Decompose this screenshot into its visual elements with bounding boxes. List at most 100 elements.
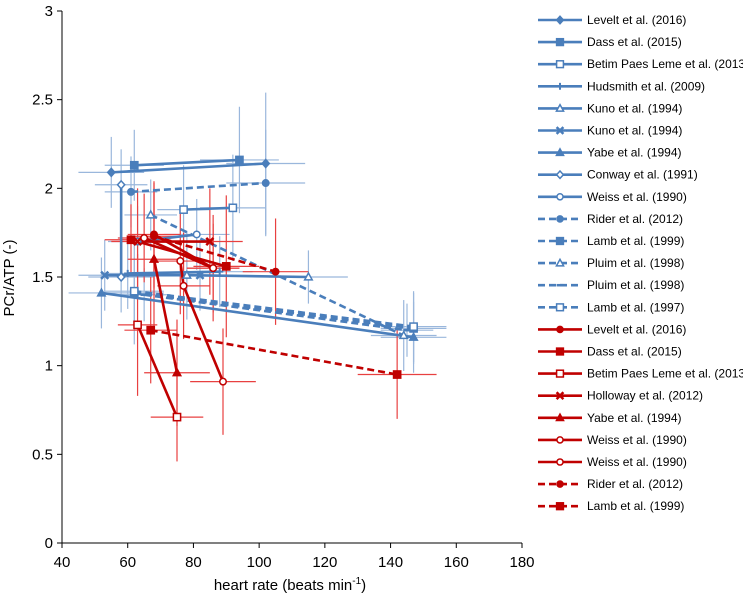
- x-tick-label: 180: [509, 554, 534, 571]
- data-point: [556, 215, 564, 223]
- series-line: [130, 181, 266, 194]
- legend-label: Holloway et al. (2012): [587, 389, 703, 403]
- legend-label: Pluim et al. (1998): [587, 256, 684, 270]
- data-point: [219, 377, 227, 386]
- data-point: [556, 458, 564, 466]
- data-point: [181, 269, 192, 279]
- data-point: [195, 270, 205, 280]
- legend-label: Lamb et al. (1999): [587, 499, 684, 513]
- data-point: [392, 370, 402, 379]
- data-point: [172, 412, 182, 422]
- data-point: [556, 480, 564, 488]
- series-line: [127, 270, 220, 275]
- legend-label: Yabe et al. (1994): [587, 411, 682, 425]
- series-markers: [96, 155, 419, 422]
- data-point: [116, 179, 126, 190]
- legend-label: Betim Paes Leme et al. (2013): [587, 367, 743, 381]
- y-tick-label: 0.5: [32, 446, 53, 463]
- series-line: [186, 273, 309, 279]
- data-point: [555, 347, 565, 356]
- data-point: [555, 391, 565, 400]
- series-line: [143, 293, 408, 332]
- series-line: [101, 291, 414, 339]
- data-point: [100, 270, 110, 280]
- data-point: [408, 331, 419, 341]
- data-point: [398, 330, 409, 340]
- y-tick-label: 0: [45, 535, 53, 552]
- data-point: [555, 369, 565, 378]
- tick-labels: 40 60 80 100 120 140 160 180 0 0.5 1 1.5 2 2.5 3: [32, 3, 534, 571]
- legend-label: Kuno et al. (1994): [587, 101, 682, 115]
- data-point: [555, 60, 565, 69]
- series-line: [152, 259, 179, 374]
- series-line: [134, 289, 414, 328]
- data-point: [555, 169, 565, 180]
- series-line: [136, 324, 179, 418]
- y-tick-label: 2: [45, 180, 53, 197]
- data-point: [555, 147, 565, 157]
- data-point: [192, 230, 201, 239]
- legend-label: Yabe et al. (1994): [587, 146, 682, 160]
- data-point: [555, 236, 565, 246]
- x-tick-label: 100: [247, 554, 272, 571]
- legend-label: Pluim et al. (1998): [587, 278, 684, 292]
- legend-label: Lamb et al. (1997): [587, 300, 684, 314]
- legend: Levelt et al. (2016) Dass et al. (2015) Be…: [538, 13, 743, 513]
- data-point: [129, 286, 139, 296]
- series-line: [143, 236, 214, 270]
- data-point: [261, 158, 271, 169]
- legend-label: Levelt et al. (2016): [587, 13, 686, 27]
- data-point: [150, 232, 158, 241]
- legend-label: Hudsmith et al. (2009): [587, 79, 705, 93]
- data-point: [133, 320, 142, 330]
- data-point: [556, 192, 564, 201]
- data-point: [221, 262, 231, 271]
- data-point: [96, 287, 107, 297]
- data-point: [261, 179, 270, 188]
- y-tick-label: 1.5: [32, 269, 53, 286]
- data-point: [176, 257, 185, 266]
- legend-label: Rider et al. (2012): [587, 212, 683, 226]
- data-point: [106, 167, 116, 178]
- data-point: [116, 271, 126, 283]
- legend-label: Levelt et al. (2016): [587, 322, 686, 336]
- data-point: [556, 436, 564, 444]
- series-line: [111, 162, 266, 174]
- data-point: [209, 264, 218, 273]
- legend-label: Dass et al. (2015): [587, 345, 682, 359]
- data-point: [556, 82, 564, 90]
- data-point: [124, 269, 132, 278]
- x-tick-label: 80: [185, 554, 202, 571]
- data-point: [171, 367, 183, 377]
- data-point: [146, 325, 156, 335]
- legend-label: Kuno et al. (1994): [587, 124, 682, 138]
- legend-label: Lamb et al. (1999): [587, 234, 684, 248]
- legend-label: Rider et al. (2012): [587, 477, 683, 491]
- data-point: [555, 126, 565, 135]
- data-point: [555, 37, 565, 47]
- series-line: [134, 291, 414, 330]
- data-point: [556, 325, 564, 334]
- data-point: [133, 237, 143, 247]
- x-tick-label: 120: [312, 554, 337, 571]
- series-line: [150, 328, 398, 376]
- data-point: [228, 203, 238, 213]
- data-point: [555, 303, 565, 312]
- data-point: [555, 412, 565, 422]
- data-point: [148, 253, 160, 263]
- data-point: [303, 271, 314, 281]
- data-point: [235, 155, 244, 165]
- y-axis-title: PCr/ATP (-): [1, 240, 18, 317]
- data-point: [127, 187, 135, 196]
- y-tick-label: 3: [45, 3, 53, 20]
- y-tick-label: 1: [45, 358, 53, 375]
- x-tick-label: 40: [54, 554, 71, 571]
- x-tick-label: 160: [444, 554, 469, 571]
- legend-label: Weiss et al. (1990): [587, 433, 687, 447]
- data-point: [140, 233, 149, 242]
- y-tick-label: 2.5: [32, 92, 53, 109]
- data-point: [205, 237, 215, 247]
- series-line: [134, 158, 240, 167]
- data-point: [555, 257, 565, 267]
